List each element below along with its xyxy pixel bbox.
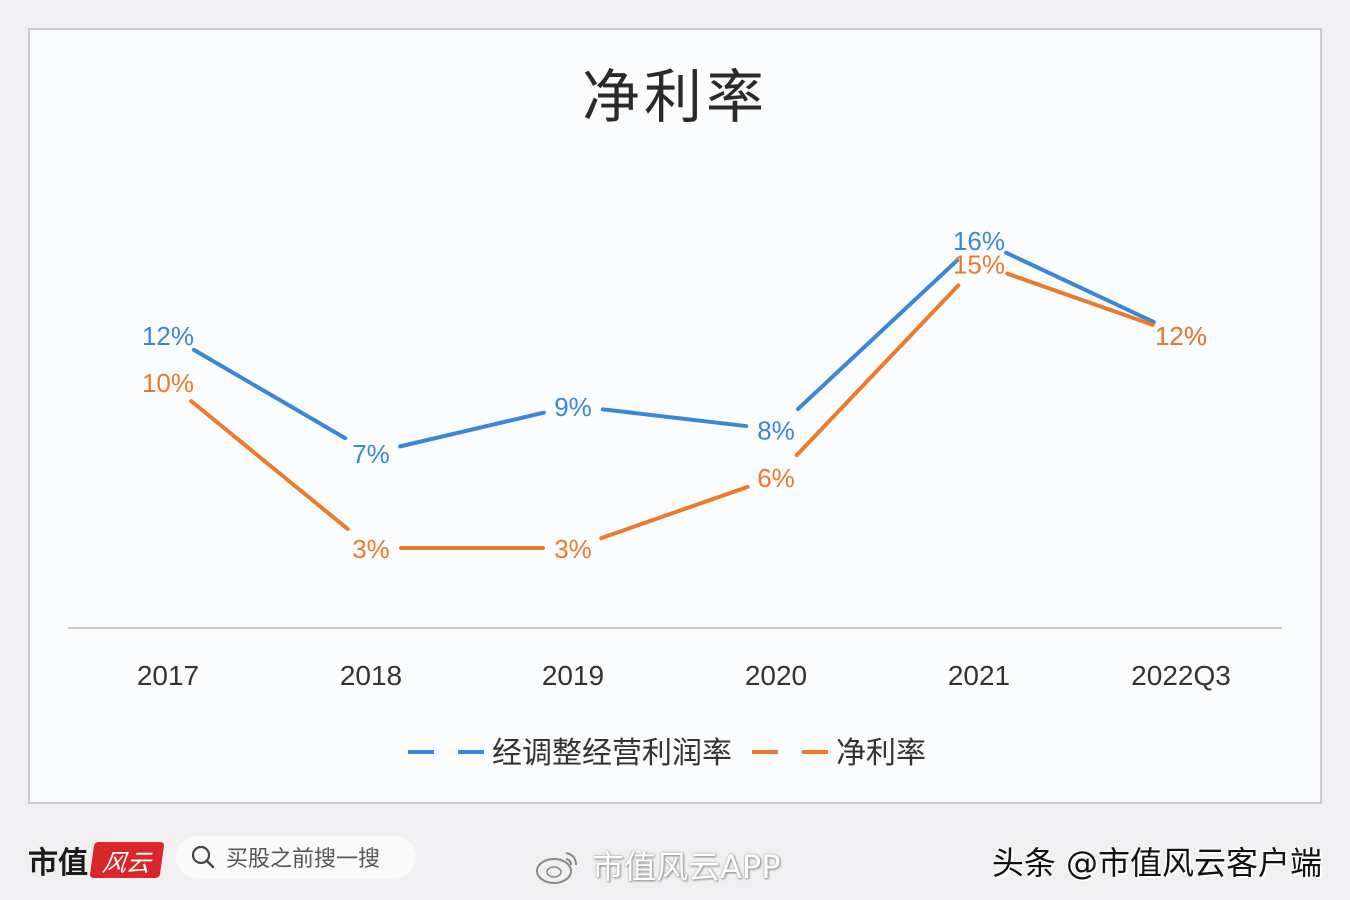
- data-label: 15%: [953, 250, 1005, 280]
- series-line-segment: [599, 484, 750, 541]
- search-icon: [191, 845, 215, 869]
- weibo-icon: [536, 852, 577, 884]
- brand-text: 市值: [28, 846, 88, 881]
- data-label: 16%: [953, 226, 1005, 256]
- series-line-segment: [191, 347, 348, 441]
- series-line-segment: [1005, 271, 1155, 327]
- x-tick-label: 2018: [340, 660, 402, 691]
- series-line-segment: [398, 410, 546, 449]
- toutiao-credit: 头条 @市值风云客户端: [991, 844, 1322, 882]
- series-line-segment: [794, 283, 961, 458]
- data-label: 12%: [1155, 321, 1207, 351]
- search-placeholder: 买股之前搜一搜: [226, 847, 381, 872]
- x-tick-label: 2020: [745, 660, 807, 691]
- brand-logo: 风云: [89, 842, 165, 878]
- x-tick-label: 2017: [137, 660, 199, 691]
- chart-title: 净利率: [581, 63, 768, 131]
- data-label: 7%: [352, 439, 390, 469]
- x-tick-label: 2021: [948, 660, 1010, 691]
- legend-label: 经调整经营利润率: [492, 736, 732, 771]
- data-label: 9%: [554, 392, 592, 422]
- data-label: 6%: [757, 463, 795, 493]
- weibo-watermark: 市值风云APP: [534, 842, 781, 888]
- data-label: 8%: [757, 416, 795, 446]
- data-label: 3%: [554, 534, 592, 564]
- series-line-segment: [600, 407, 749, 429]
- series-line-segment: [795, 258, 960, 412]
- data-label: 12%: [1155, 321, 1207, 351]
- legend-label: 净利率: [836, 736, 926, 771]
- data-label: 10%: [142, 368, 194, 398]
- weibo-text: 市值风云APP: [592, 848, 781, 886]
- x-tick-label: 2022Q3: [1131, 660, 1231, 691]
- brand: 市值 风云: [28, 838, 165, 882]
- series-line-segment: [189, 399, 350, 532]
- series-line-segment: [1004, 250, 1156, 325]
- data-label: 12%: [142, 321, 194, 351]
- data-label: 3%: [352, 534, 390, 564]
- x-tick-label: 2019: [542, 660, 604, 691]
- search-box[interactable]: 买股之前搜一搜: [176, 836, 416, 878]
